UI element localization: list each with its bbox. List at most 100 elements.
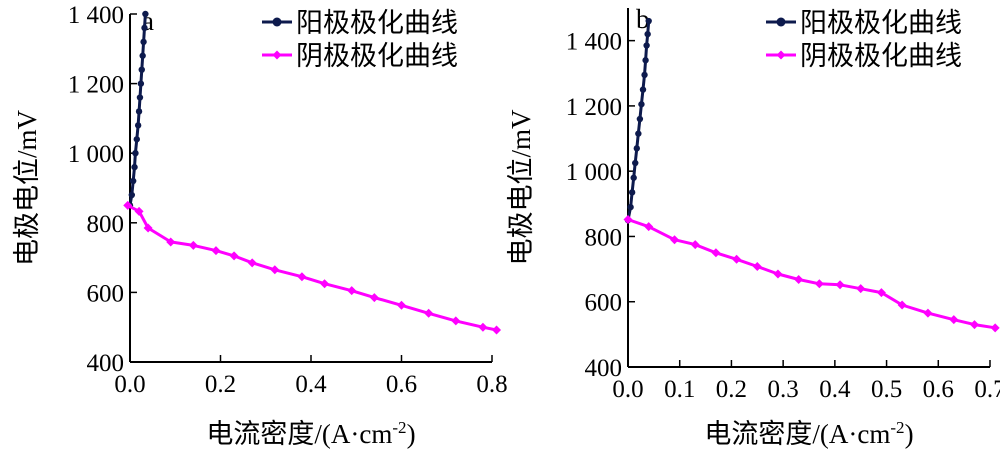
data-point — [732, 254, 742, 264]
x-axis-label-text: 电流密度/(A·cm — [206, 419, 392, 449]
legend-swatch-marker — [776, 50, 786, 60]
data-point — [141, 24, 148, 32]
x-tick-label: 0.6 — [386, 371, 417, 398]
x-axis-label-superscript: -2 — [890, 418, 904, 437]
series-1: 阴极极化曲线 — [623, 41, 1000, 333]
x-tick-label: 0.3 — [768, 376, 799, 403]
data-point — [397, 300, 406, 310]
x-tick-label: 0.4 — [295, 371, 327, 398]
data-point — [773, 269, 783, 279]
legend-label: 阳极极化曲线 — [296, 8, 458, 38]
chart-panel-a: 400 600 800 1 000 1 200 1 400 0.0 0.2 0.4 0.6 0.8 电… — [12, 2, 508, 449]
x-tick-label: 0.2 — [205, 371, 236, 398]
y-tick-label: 1 200 — [68, 72, 124, 99]
data-point — [129, 177, 137, 185]
y-tick-label: 1 000 — [566, 159, 622, 186]
x-tick-label: 0.4 — [819, 376, 851, 403]
x-tick-label: 0.0 — [612, 376, 643, 403]
data-point — [794, 275, 804, 285]
data-point — [135, 108, 143, 115]
data-point — [752, 261, 762, 271]
data-point — [642, 57, 649, 64]
legend-swatch-marker — [272, 50, 282, 60]
data-point — [644, 222, 654, 232]
data-point — [229, 251, 239, 261]
chart-panel-b: 400 600 800 1 000 1 200 1 400 0.0 0.1 0.2 0.3 0.4 0… — [506, 4, 1000, 449]
y-tick-label: 400 — [87, 350, 125, 377]
data-point — [876, 288, 886, 298]
data-point — [142, 10, 149, 18]
y-tick-label: 600 — [87, 280, 125, 307]
x-tick-label: 0.2 — [716, 376, 747, 403]
data-point — [492, 325, 502, 335]
x-tick-label: 0.8 — [476, 371, 507, 398]
data-point — [297, 272, 307, 282]
data-point — [835, 280, 845, 290]
data-point — [639, 86, 647, 93]
data-point — [628, 189, 636, 196]
data-point — [143, 223, 153, 233]
data-point — [478, 322, 488, 332]
data-point — [627, 203, 634, 211]
x-axis-label: 电流密度/(A·cm-2) — [206, 418, 415, 449]
series-0: 阳极极化曲线 — [624, 8, 962, 224]
data-point — [635, 130, 642, 137]
data-point — [211, 246, 221, 256]
data-point — [270, 265, 280, 275]
y-tick-label: 600 — [585, 290, 623, 317]
y-tick-label: 1 400 — [566, 29, 622, 56]
series-0: 阳极极化曲线 — [126, 8, 458, 209]
data-point — [134, 206, 144, 216]
series-line-1 — [627, 218, 996, 330]
data-point — [133, 136, 140, 143]
data-point — [814, 279, 824, 289]
legend-label: 阴极极化曲线 — [800, 41, 962, 71]
data-point — [641, 71, 648, 79]
x-tick-label: 0.6 — [923, 376, 954, 403]
x-tick-label: 0.5 — [871, 376, 902, 403]
data-point — [990, 323, 1000, 333]
x-axis-label-close: ) — [407, 419, 416, 449]
data-point — [644, 30, 651, 38]
data-point — [369, 293, 379, 303]
x-tick-label: 0.1 — [664, 376, 695, 403]
data-point — [638, 101, 645, 108]
series-1: 阴极极化曲线 — [123, 41, 502, 335]
data-point — [923, 308, 933, 318]
data-point — [188, 240, 198, 250]
data-point — [424, 308, 434, 318]
x-axis-label-superscript: -2 — [392, 418, 406, 437]
y-axis-label: 电极电位/mV — [506, 109, 536, 266]
data-point — [347, 286, 357, 296]
data-point — [645, 17, 652, 25]
data-point — [247, 258, 257, 268]
y-tick-label: 400 — [585, 355, 623, 382]
data-point — [949, 315, 959, 325]
y-tick-label: 1 400 — [68, 2, 124, 29]
data-point — [138, 66, 145, 73]
data-point — [128, 191, 136, 199]
x-tick-label: 0.7 — [974, 376, 1000, 403]
y-tick-label: 800 — [87, 211, 125, 238]
data-point — [630, 174, 637, 181]
data-point — [140, 38, 147, 46]
legend-swatch-marker — [776, 17, 786, 27]
y-tick-label: 1 000 — [68, 141, 124, 168]
y-tick-label: 1 200 — [566, 94, 622, 121]
data-point — [320, 279, 330, 289]
data-point — [131, 163, 138, 171]
data-point — [636, 115, 644, 123]
data-point — [690, 240, 700, 250]
data-point — [123, 200, 133, 210]
data-point — [632, 159, 639, 167]
panel-label: b — [636, 4, 650, 34]
data-point — [897, 300, 907, 310]
data-point — [633, 145, 640, 152]
x-axis-label: 电流密度/(A·cm-2) — [704, 418, 913, 449]
data-point — [711, 248, 721, 258]
data-point — [623, 214, 633, 224]
data-point — [139, 52, 146, 59]
data-point — [670, 235, 680, 245]
